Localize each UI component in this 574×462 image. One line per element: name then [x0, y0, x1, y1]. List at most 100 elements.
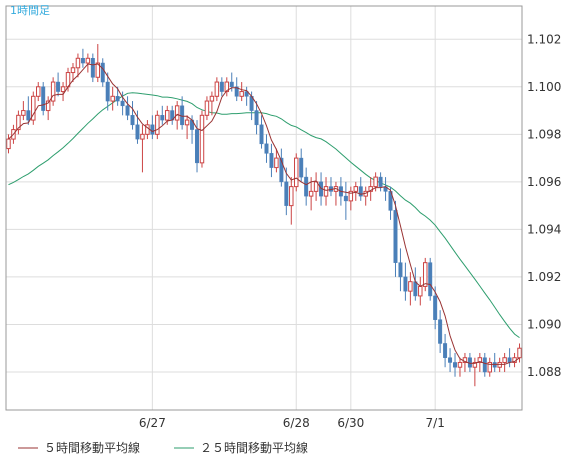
candle-body: [80, 58, 85, 64]
candle-body: [398, 262, 403, 278]
candles-layer: [6, 44, 522, 387]
candle-body: [373, 176, 378, 188]
candle: [31, 91, 36, 125]
candle-body: [408, 281, 413, 292]
candle: [289, 177, 294, 225]
candle: [403, 262, 408, 301]
candle-body: [323, 186, 329, 197]
ma5-layer: [8, 63, 520, 365]
candle: [517, 343, 522, 363]
candle: [264, 134, 269, 163]
candle: [269, 143, 274, 178]
candle-body: [353, 186, 359, 192]
candle-body: [358, 186, 363, 197]
candle-body: [234, 86, 239, 97]
candle: [224, 77, 230, 97]
candle-body: [85, 57, 91, 64]
candle-body: [264, 143, 269, 154]
y-axis-ticks: 1.102 1.100 1.098 1.096 1.094 1.092 1.090 1.088: [527, 32, 561, 379]
candle: [259, 115, 264, 149]
candle-body: [100, 62, 105, 83]
candle: [160, 105, 165, 125]
candle: [487, 357, 492, 377]
candle: [453, 352, 458, 377]
ma5-line: [8, 63, 520, 365]
candle-body: [70, 67, 76, 74]
candle-body: [453, 362, 458, 368]
candle: [199, 110, 205, 168]
candle: [6, 134, 11, 154]
candle-body: [304, 176, 309, 197]
candle-body: [150, 124, 155, 135]
candle: [130, 101, 135, 130]
candle-body: [140, 133, 145, 140]
y-tick-label: 1.090: [527, 317, 561, 331]
candle: [105, 72, 110, 111]
candle-body: [517, 347, 522, 359]
candle-body: [45, 100, 51, 112]
candle-body: [41, 86, 46, 111]
candle-body: [472, 361, 478, 368]
candle-body: [26, 110, 31, 121]
candle-body: [6, 138, 11, 150]
candle: [313, 172, 319, 201]
candle-body: [16, 114, 21, 131]
candle: [304, 167, 309, 206]
grid-lines: [6, 6, 522, 410]
candle-body: [209, 95, 215, 102]
x-tick-label: 6/30: [337, 416, 364, 430]
candle-body: [204, 100, 210, 116]
candle-body: [299, 157, 304, 178]
candle: [36, 82, 41, 102]
candle-body: [254, 110, 259, 126]
candle-body: [403, 276, 408, 292]
candle-body: [160, 115, 165, 121]
candle-body: [214, 81, 220, 97]
candle-body: [438, 319, 443, 344]
candle-body: [244, 91, 249, 97]
candle-body: [60, 86, 66, 93]
candle: [16, 110, 21, 135]
candle: [135, 110, 140, 144]
candle-body: [219, 81, 224, 92]
legend-label-ma25: ２５時間移動平均線: [200, 440, 308, 455]
y-tick-label: 1.092: [527, 270, 561, 284]
x-tick-label: 7/1: [426, 416, 445, 430]
candle-body: [21, 110, 26, 116]
candle-body: [224, 81, 230, 93]
legend: ５時間移動平均線 ２５時間移動平均線: [18, 440, 308, 455]
candle-body: [457, 361, 463, 368]
candle-body: [274, 157, 279, 169]
candle-body: [31, 95, 36, 121]
candle: [110, 86, 115, 111]
candle: [214, 77, 220, 102]
candle: [140, 124, 145, 173]
candle: [26, 96, 31, 125]
candle: [448, 348, 453, 372]
candle-body: [259, 124, 264, 145]
candle: [56, 72, 61, 97]
candle: [209, 91, 215, 116]
candle: [60, 82, 66, 102]
candle-body: [90, 58, 95, 78]
ma25-layer: [8, 92, 520, 339]
candle: [234, 77, 239, 102]
candle-body: [487, 361, 492, 373]
candle: [393, 200, 398, 277]
candle-body: [195, 129, 200, 164]
candle: [120, 91, 125, 116]
candle-body: [50, 81, 56, 102]
candle-body: [289, 186, 294, 207]
candle-body: [184, 119, 190, 126]
candle-body: [36, 86, 41, 97]
candle: [95, 44, 101, 83]
candle: [443, 333, 448, 368]
candle: [204, 96, 210, 121]
candle-body: [135, 124, 140, 140]
candle-body: [313, 181, 319, 192]
candle: [174, 101, 180, 130]
candle-body: [308, 190, 314, 197]
candle-body: [294, 157, 299, 188]
candle-body: [443, 343, 448, 358]
